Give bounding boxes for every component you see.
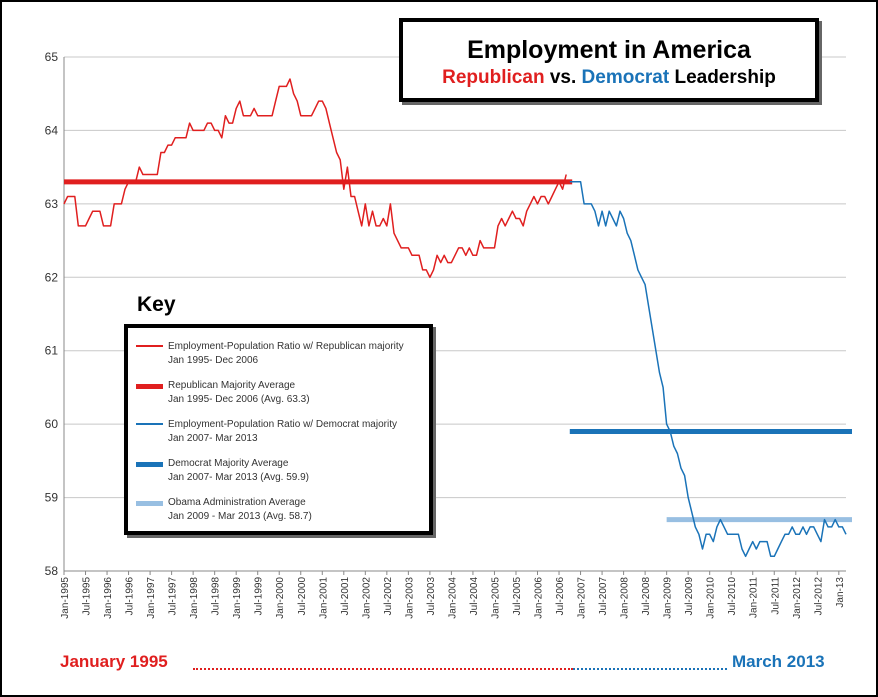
footer-start-label: January 1995	[60, 652, 168, 671]
y-tick-label: 59	[45, 491, 59, 505]
footer-dots-republican	[193, 668, 573, 670]
x-tick-label: Jul-2011	[770, 577, 781, 615]
x-tick-label: Jul-2002	[383, 577, 394, 616]
legend-range: Jan 2009 - Mar 2013 (Avg. 58.7)	[168, 511, 312, 522]
x-tick-label: Jan-1998	[189, 577, 200, 619]
legend-label: Employment-Population Ratio w/ Republica…	[168, 341, 404, 352]
x-tick-label: Jan-2012	[792, 577, 803, 619]
chart-subtitle: Republican vs. Democrat Leadership	[403, 67, 815, 89]
legend-label: Employment-Population Ratio w/ Democrat …	[168, 419, 397, 430]
x-tick-label: Jan-2010	[706, 577, 717, 619]
legend-box: Employment-Population Ratio w/ Republica…	[124, 324, 433, 535]
legend-swatch	[136, 501, 163, 506]
key-heading: Key	[137, 293, 176, 316]
subtitle-republican: Republican	[442, 67, 545, 88]
legend-range: Jan 2007- Mar 2013 (Avg. 59.9)	[168, 472, 310, 483]
footer-end-label: March 2013	[732, 652, 825, 671]
series-line	[569, 181, 847, 558]
x-tick-label: Jan-2001	[318, 577, 329, 619]
x-tick-label: Jan-2003	[404, 577, 415, 619]
subtitle-democrat: Democrat	[581, 67, 670, 88]
x-tick-label: Jan-2000	[275, 577, 286, 619]
y-tick-label: 60	[45, 417, 59, 431]
y-tick-label: 63	[45, 197, 59, 211]
x-tick-label: Jul-2009	[684, 577, 695, 616]
y-tick-label: 58	[45, 564, 59, 578]
footer-dots-democrat	[573, 668, 727, 670]
subtitle-leadership: Leadership	[669, 67, 776, 88]
x-tick-label: Jan-1996	[103, 577, 114, 619]
x-tick-label: Jan-1995	[60, 577, 71, 619]
legend-swatch	[136, 345, 163, 347]
x-tick-label: Jan-1997	[146, 577, 157, 619]
x-tick-label: Jul-1998	[211, 577, 222, 616]
legend-swatch	[136, 384, 163, 389]
x-tick-label: Jul-1996	[125, 577, 136, 616]
title-box: Employment in America Republican vs. Dem…	[399, 18, 819, 102]
y-tick-label: 65	[45, 50, 59, 64]
x-tick-label: Jan-13	[835, 577, 846, 608]
x-tick-label: Jan-2002	[361, 577, 372, 619]
legend-label: Republican Majority Average	[168, 380, 296, 391]
legend-range: Jan 1995- Dec 2006 (Avg. 63.3)	[168, 394, 310, 405]
x-tick-label: Jan-2009	[663, 577, 674, 619]
y-tick-label: 62	[45, 270, 59, 284]
x-tick-label: Jan-1999	[232, 577, 243, 619]
y-tick-label: 64	[45, 123, 59, 137]
x-tick-label: Jan-2008	[620, 577, 631, 619]
x-tick-label: Jul-2010	[727, 577, 738, 616]
chart-title: Employment in America	[467, 36, 751, 64]
legend-label: Democrat Majority Average	[168, 458, 289, 469]
x-tick-label: Jul-2005	[512, 577, 523, 616]
x-tick-label: Jul-1997	[168, 577, 179, 616]
x-tick-label: Jul-1999	[254, 577, 265, 616]
x-tick-label: Jul-2000	[297, 577, 308, 616]
x-tick-label: Jul-2007	[598, 577, 609, 616]
x-tick-label: Jan-2004	[447, 577, 458, 619]
x-tick-label: Jul-2006	[555, 577, 566, 616]
y-tick-label: 61	[45, 344, 59, 358]
x-tick-label: Jul-2008	[641, 577, 652, 616]
legend-range: Jan 2007- Mar 2013	[168, 433, 258, 444]
x-tick-label: Jul-2004	[469, 577, 480, 616]
x-tick-label: Jul-2001	[340, 577, 351, 616]
x-tick-label: Jan-2007	[577, 577, 588, 619]
legend-swatch	[136, 462, 163, 467]
x-tick-label: Jan-2006	[534, 577, 545, 619]
x-tick-label: Jul-2003	[426, 577, 437, 616]
x-tick-label: Jan-2011	[749, 577, 760, 618]
x-tick-label: Jul-1995	[82, 577, 93, 616]
subtitle-vs: vs.	[544, 67, 582, 88]
x-tick-label: Jan-2005	[490, 577, 501, 619]
series-line	[63, 78, 567, 279]
legend-range: Jan 1995- Dec 2006	[168, 355, 259, 366]
legend-swatch	[136, 423, 163, 425]
x-tick-label: Jul-2012	[813, 577, 824, 616]
legend-label: Obama Administration Average	[168, 497, 306, 508]
